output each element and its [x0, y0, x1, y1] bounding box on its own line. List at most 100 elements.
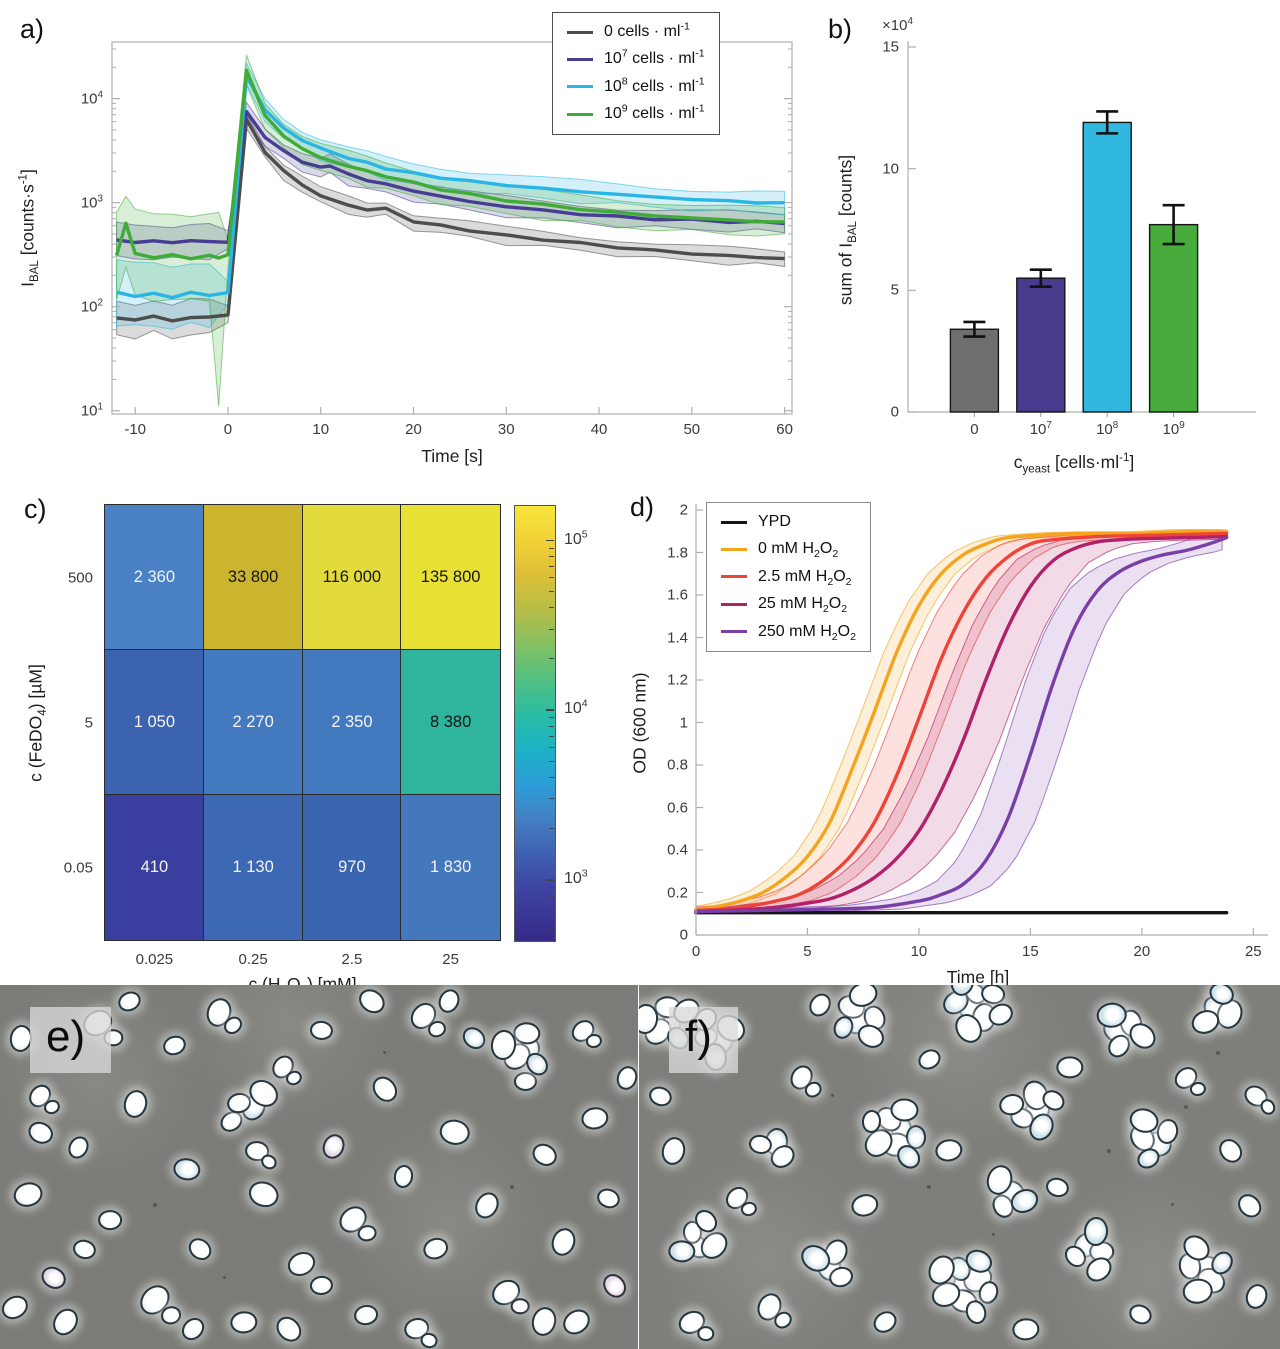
legend-item: 25 mM H2O2	[721, 595, 856, 615]
label-segment: 2.5 mM H	[758, 567, 828, 585]
legend-item-label: 0 cells · ml-1	[604, 21, 690, 41]
yeast-cell	[177, 1313, 210, 1345]
heatmap-cell-value: 135 800	[420, 568, 481, 586]
heatmap-cell-value: 8 380	[429, 713, 472, 731]
y-tick-label: 0	[680, 928, 688, 943]
x-tick-label: 108	[1096, 420, 1119, 437]
x-tick-label: 25	[1245, 944, 1262, 959]
label-segment: ) [µM]	[25, 663, 46, 709]
series-line	[116, 117, 785, 323]
legend-item: 0 cells · ml-1	[567, 21, 705, 41]
yeast-cell	[434, 986, 463, 1017]
y-tick-label: 101	[81, 402, 103, 418]
series-line	[116, 74, 785, 300]
panel-a-luminescence-timecourse: a) -10 0 10 20 30 40 50 60 101 102 103 104 Time [s] I…	[0, 0, 820, 480]
label-segment: 4	[581, 698, 588, 711]
series-line	[694, 529, 1229, 912]
y-tick-label: 5	[85, 715, 93, 730]
label-segment: 10	[1162, 421, 1180, 438]
label-segment: Time [s]	[421, 446, 483, 466]
heatmap-cell-value: 33 800	[227, 568, 279, 586]
label-segment: 15	[882, 38, 899, 56]
label-segment: [counts]	[835, 154, 856, 221]
yeast-cell	[184, 1233, 216, 1265]
x-tick-label: 109	[1162, 421, 1185, 438]
y-tick-label: 0.8	[667, 758, 688, 773]
y-tick-label: 10	[882, 161, 899, 176]
yeast-cell	[271, 1311, 307, 1347]
label-segment: 1.6	[667, 586, 688, 604]
colorbar-minor-tick	[549, 916, 554, 918]
x-tick-label: 0.025	[136, 952, 174, 967]
panel-f-micrograph: f)	[639, 985, 1280, 1349]
yeast-cell	[318, 1131, 349, 1164]
label-segment: -10	[124, 421, 147, 438]
label-segment: 1.8	[667, 544, 688, 561]
label-segment: 2	[845, 575, 852, 588]
yeast-cell	[1214, 1134, 1247, 1168]
yeast-cell	[868, 1306, 901, 1337]
legend-swatch-line	[721, 575, 747, 579]
label-segment: yeast	[1022, 463, 1051, 476]
label-segment: 2	[832, 548, 839, 561]
colorbar	[514, 505, 556, 942]
label-segment: 8	[1112, 420, 1119, 431]
y-tick-label: 1.2	[667, 673, 688, 688]
label-segment: -1	[695, 75, 705, 88]
label-segment: cells · ml	[627, 50, 696, 68]
yeast-cell	[48, 1303, 84, 1340]
colorbar-tick-label: 105	[564, 529, 588, 548]
debris-speck	[1183, 1105, 1188, 1110]
yeast-cell	[171, 1155, 203, 1183]
colorbar-minor-tick	[549, 735, 554, 737]
label-segment: 15	[1022, 943, 1039, 960]
legend-swatch-line	[721, 602, 747, 606]
x-tick-label: 60	[776, 422, 793, 437]
bar	[949, 328, 1000, 413]
heatmap-cell: 410	[104, 794, 205, 941]
yeast-cell	[244, 1177, 283, 1212]
y-axis-label: OD (600 nm)	[629, 672, 649, 773]
yeast-cell	[284, 1247, 320, 1280]
y-tick-label: 1	[680, 715, 688, 730]
colorbar-tick	[546, 709, 554, 711]
colorbar-minor-tick	[549, 607, 554, 609]
label-segment: 60	[776, 421, 793, 438]
y-tick-label: 1.6	[667, 588, 688, 603]
colorbar-minor-tick	[549, 776, 554, 778]
yeast-bud	[419, 1331, 440, 1349]
y-tick-label: 0	[891, 405, 899, 420]
label-segment: 0	[223, 421, 233, 438]
yeast-cell	[528, 1304, 560, 1340]
colorbar-minor-tick	[549, 905, 554, 907]
yeast-cell	[10, 1179, 45, 1210]
label-segment: 2	[831, 630, 838, 643]
heatmap-cell-value: 2 360	[133, 568, 176, 586]
heatmap-cell-value: 970	[338, 858, 366, 876]
label-segment: 25	[1244, 943, 1262, 960]
heatmap-cell-value: 1 830	[429, 858, 472, 876]
label-segment: cells · ml	[627, 77, 696, 95]
series-line	[694, 531, 1229, 913]
label-segment: 7	[621, 48, 628, 61]
label-segment: 2	[827, 575, 834, 588]
yeast-cell	[458, 1022, 490, 1054]
label-segment: -1	[695, 48, 705, 61]
y-tick-label: 0.4	[667, 843, 688, 858]
label-segment: 0 cells · ml	[604, 23, 681, 40]
label-segment: 10	[1029, 421, 1047, 438]
label-segment: 30	[497, 421, 515, 438]
y-tick-label: 2	[680, 503, 688, 518]
debris-speck	[1106, 1148, 1111, 1153]
yeast-cell	[933, 1137, 964, 1164]
label-segment: ×10	[882, 17, 908, 34]
panel-a-legend: 0 cells · ml-1 107 cells · ml-1 108 cells …	[552, 12, 720, 135]
label-segment: BAL	[846, 220, 859, 243]
yeast-cell	[0, 1291, 32, 1324]
label-segment: I	[17, 281, 38, 287]
label-segment: 2	[97, 297, 104, 309]
debris-speck	[991, 1232, 995, 1236]
debris-speck	[382, 1050, 386, 1054]
light-halo	[326, 1121, 567, 1322]
debris-speck	[1215, 1050, 1220, 1055]
